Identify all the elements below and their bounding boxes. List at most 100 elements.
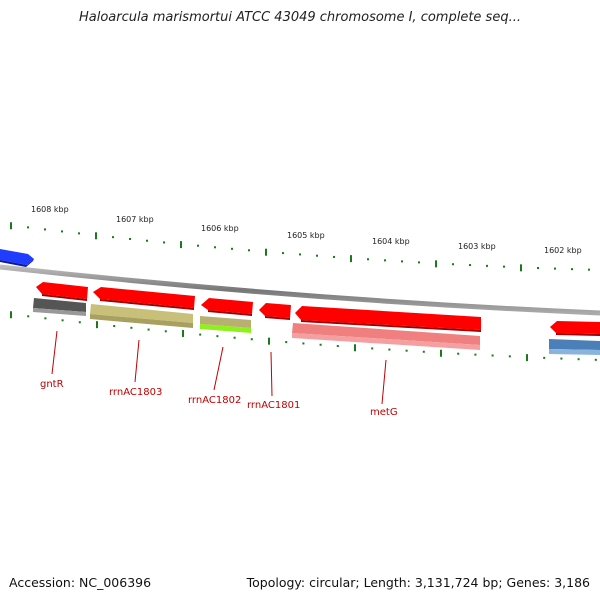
ruler-minor-tick [299, 253, 301, 256]
homolog-gntR-shade [33, 308, 86, 316]
ruler-minor-tick [422, 350, 425, 353]
ruler-minor-tick [163, 241, 165, 244]
ruler-minor-tick [113, 325, 116, 328]
leader-rrnAC1801 [270, 351, 273, 397]
ruler-minor-tick [78, 232, 80, 235]
ruler-label-1608: 1608 kbp [31, 205, 69, 214]
gene-label-rrnAC1801[interactable]: rrnAC1801 [247, 400, 300, 411]
ruler-minor-tick [316, 254, 318, 257]
ruler-minor-tick [197, 244, 199, 247]
ruler-major-tick [435, 260, 437, 268]
leader-metG [381, 359, 387, 405]
ruler-minor-tick [588, 268, 590, 271]
ruler-minor-tick [130, 326, 133, 329]
ruler-major-tick [182, 329, 184, 337]
homolog-metG[interactable] [292, 323, 480, 345]
ruler-minor-tick [508, 355, 511, 358]
homolog-metG-shade [292, 333, 480, 350]
cds-rrnAC1802[interactable] [201, 298, 253, 314]
ruler-minor-tick [44, 317, 47, 320]
blue-feature[interactable] [0, 249, 34, 265]
ruler-major-tick [10, 311, 12, 319]
ruler-minor-tick [248, 249, 250, 252]
genome-summary-text: Topology: circular; Length: 3,131,724 bp… [246, 575, 590, 590]
ruler-minor-tick [457, 352, 460, 355]
ruler-minor-tick [129, 237, 131, 240]
ruler-major-tick [440, 349, 442, 357]
ruler-minor-tick [319, 343, 322, 346]
ruler-minor-tick [44, 228, 46, 231]
ruler-minor-tick [233, 336, 236, 339]
ruler-minor-tick [577, 358, 580, 361]
ruler-label-1604: 1604 kbp [372, 237, 410, 246]
ruler-minor-tick [388, 348, 391, 351]
ruler-major-tick [265, 248, 267, 256]
ruler-minor-tick [112, 236, 114, 239]
ruler-minor-tick [27, 226, 29, 229]
ruler-minor-tick [474, 353, 477, 356]
ruler-minor-tick [147, 328, 150, 331]
ruler-major-tick [95, 232, 97, 240]
ruler-minor-tick [560, 357, 563, 360]
ruler-minor-tick [336, 345, 339, 348]
leader-rrnAC1802 [213, 346, 224, 391]
homolog-gntR[interactable] [33, 298, 86, 312]
ruler-minor-tick [285, 341, 288, 344]
ruler-minor-tick [216, 335, 219, 338]
ruler-label-1606: 1606 kbp [201, 224, 239, 233]
gene-label-rrnAC1803[interactable]: rrnAC1803 [109, 387, 162, 398]
ruler-minor-tick [571, 268, 573, 271]
ruler-label-1607: 1607 kbp [116, 215, 154, 224]
homolog-track [33, 298, 600, 355]
cds-gntR-shade [42, 294, 87, 301]
ruler-minor-tick [282, 252, 284, 255]
accession-text: Accession: NC_006396 [9, 575, 152, 590]
ruler-minor-tick [199, 333, 202, 336]
ruler-minor-tick [27, 315, 30, 318]
gene-label-rrnAC1802[interactable]: rrnAC1802 [188, 395, 241, 406]
ruler-minor-tick [594, 358, 597, 361]
ruler-minor-tick [543, 356, 546, 359]
homolog-rrnAC1803-shade [90, 314, 193, 328]
ruler-minor-tick [452, 263, 454, 266]
homolog-rrnAC1802-b[interactable] [200, 324, 251, 333]
ruler-major-tick [268, 337, 270, 345]
cds-gntR[interactable] [36, 282, 88, 299]
cds-metG[interactable] [295, 306, 481, 330]
ruler-label-1602: 1602 kbp [544, 246, 582, 255]
chromosome-backbone [0, 264, 600, 316]
ruler-minor-tick [231, 247, 233, 250]
cds-rrnAC1801-shade [265, 316, 290, 320]
homolog-right-edge[interactable] [549, 339, 600, 350]
ruler-label-1605: 1605 kbp [287, 231, 325, 240]
ruler-major-tick [520, 264, 522, 272]
ruler-minor-tick [486, 264, 488, 267]
ruler-minor-tick [146, 239, 148, 242]
cds-right-edge[interactable] [550, 321, 600, 334]
cds-rrnAC1803[interactable] [93, 287, 195, 308]
ruler-minor-tick [469, 264, 471, 267]
ruler-major-tick [96, 321, 98, 329]
cds-rrnAC1801[interactable] [259, 303, 291, 318]
ruler-minor-tick [503, 265, 505, 268]
outer-ruler-ticks [10, 222, 590, 272]
ruler-major-tick [180, 241, 182, 249]
inner-ruler-ticks [10, 311, 597, 362]
homolog-right-edge-shade [549, 349, 600, 355]
ruler-minor-tick [214, 246, 216, 249]
ruler-major-tick [10, 222, 12, 230]
ruler-minor-tick [371, 347, 374, 350]
leader-gntR [51, 330, 58, 375]
map-title: Haloarcula marismortui ATCC 43049 chromo… [79, 10, 521, 25]
gene-label-metG[interactable]: metG [370, 407, 398, 418]
ruler-major-tick [354, 344, 356, 352]
blue-feature-shade [0, 259, 34, 267]
ruler-major-tick [350, 255, 352, 263]
homolog-rrnAC1803[interactable] [90, 304, 193, 323]
ruler-minor-tick [367, 258, 369, 261]
ruler-minor-tick [418, 261, 420, 264]
ruler-minor-tick [401, 260, 403, 263]
ruler-minor-tick [333, 255, 335, 258]
gene-label-gntR[interactable]: gntR [40, 379, 64, 390]
cds-features [36, 282, 600, 336]
